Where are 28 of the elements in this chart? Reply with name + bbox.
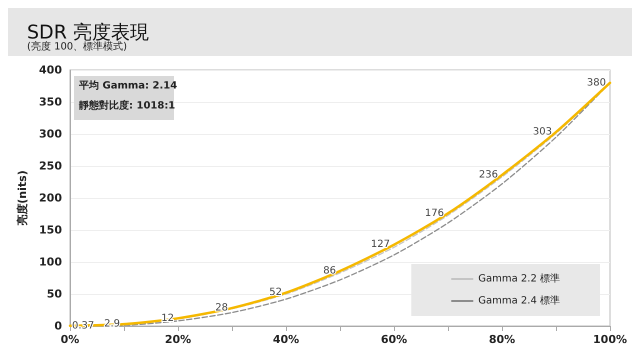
x-tick-label: 40% bbox=[272, 333, 300, 346]
y-tick-label: 250 bbox=[39, 160, 62, 172]
data-label: 176 bbox=[424, 208, 444, 219]
x-tick-label: 0% bbox=[60, 333, 80, 346]
data-label: 236 bbox=[478, 169, 498, 180]
annotation: 平均 Gamma: 2.14 bbox=[78, 80, 178, 92]
x-tick-label: 80% bbox=[488, 333, 516, 346]
y-tick-label: 50 bbox=[46, 288, 62, 300]
chart-subtitle: (亮度 100、標準模式) bbox=[27, 40, 128, 52]
y-axis-title: 亮度(nits) bbox=[16, 170, 30, 227]
y-tick-label: 300 bbox=[39, 128, 62, 140]
annotation: 靜態對比度: 1018:1 bbox=[78, 100, 176, 112]
legend-label: Gamma 2.4 標準 bbox=[478, 294, 560, 306]
y-tick-label: 200 bbox=[39, 192, 62, 204]
data-label: 303 bbox=[532, 126, 552, 138]
y-tick-label: 150 bbox=[39, 224, 62, 236]
legend-label: Gamma 2.2 標準 bbox=[478, 272, 560, 284]
data-label: 86 bbox=[323, 265, 336, 276]
data-label: 0.37 bbox=[72, 320, 94, 332]
y-tick-label: 400 bbox=[39, 64, 62, 76]
y-tick-label: 350 bbox=[39, 96, 62, 108]
x-tick-label: 60% bbox=[380, 333, 408, 346]
x-tick-label: 20% bbox=[164, 333, 192, 346]
data-label: 380 bbox=[586, 77, 606, 88]
data-label: 127 bbox=[370, 239, 390, 250]
y-tick-label: 0 bbox=[54, 320, 62, 332]
y-tick-label: 100 bbox=[39, 256, 62, 268]
x-tick-label: 100% bbox=[593, 333, 627, 346]
